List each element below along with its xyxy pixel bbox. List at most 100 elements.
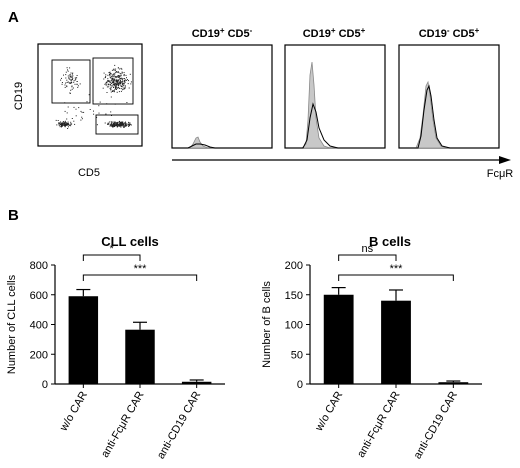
dot-event	[67, 122, 69, 124]
bar-chart-b-cells: B cells Number of B cells 0 50 100 150 200 w/o …	[261, 234, 482, 461]
histogram-2-stain-curve	[285, 102, 385, 149]
dot-event	[71, 86, 73, 88]
significance-bracket	[338, 254, 397, 261]
dot-event	[123, 80, 125, 82]
dot-event	[117, 82, 119, 84]
dot-event	[110, 123, 112, 125]
dot-event	[76, 75, 78, 76]
dot-event	[110, 91, 112, 93]
dot-event	[65, 125, 66, 127]
dot-event	[83, 111, 85, 113]
dot-event	[111, 122, 113, 124]
dot-event	[55, 119, 57, 121]
dot-event	[124, 87, 126, 89]
significance-label: ***	[390, 263, 404, 275]
dot-event	[67, 75, 69, 77]
significance-label: *	[110, 243, 115, 255]
dot-event	[116, 80, 118, 82]
dot-event	[61, 123, 63, 125]
dot-event	[102, 87, 104, 89]
y-tick-label: 200	[30, 349, 48, 361]
dot-event	[71, 85, 73, 87]
dot-event	[59, 122, 61, 124]
dot-event	[105, 113, 107, 115]
dot-event	[71, 88, 73, 90]
dot-event	[61, 124, 63, 126]
dot-event	[64, 126, 66, 128]
dot-event	[109, 76, 111, 78]
dot-event	[104, 122, 106, 124]
dot-event	[121, 78, 123, 80]
dot-event	[70, 82, 72, 84]
dot-event	[129, 123, 131, 125]
dot-event	[117, 124, 119, 126]
dot-event	[81, 116, 83, 118]
y-axis-label: Number of CLL cells	[6, 274, 18, 374]
dot-event	[68, 77, 70, 79]
dot-event	[107, 81, 109, 82]
bar-chart-cll-cells: CLL cells Number of CLL cells 0 200 400 600 80…	[6, 234, 225, 461]
dot-event	[119, 122, 121, 124]
bar	[68, 296, 99, 384]
dot-event	[113, 80, 115, 82]
dot-event	[110, 80, 112, 82]
dot-event	[111, 79, 113, 81]
gate-cd19-pos-cd5-neg	[51, 59, 91, 104]
dot-event	[108, 123, 109, 125]
dot-event	[74, 79, 76, 81]
dot-event	[58, 123, 60, 125]
bar	[323, 294, 354, 384]
dot-event	[67, 124, 69, 126]
dot-event	[67, 126, 69, 128]
dot-event	[129, 122, 131, 124]
dot-event	[77, 85, 79, 87]
x-tick-label: anti-FcμR CAR	[99, 389, 147, 459]
dot-event	[113, 121, 115, 123]
dot-event	[118, 88, 120, 89]
dot-event	[113, 73, 114, 75]
dot-event	[70, 81, 72, 83]
dot-event	[110, 77, 111, 79]
dot-event	[120, 73, 122, 75]
dot-event	[122, 124, 124, 126]
dot-event	[70, 75, 72, 77]
dot-event	[69, 76, 71, 78]
dot-event	[115, 123, 117, 125]
dot-event	[118, 125, 120, 127]
dot-event	[130, 124, 132, 126]
dot-event	[76, 81, 78, 82]
dot-event	[113, 91, 115, 93]
dot-event	[108, 80, 110, 82]
dot-event	[120, 90, 122, 92]
dot-event	[125, 124, 127, 125]
dot-event	[71, 118, 73, 119]
dot-event	[118, 124, 120, 126]
dot-event	[110, 73, 112, 75]
dot-event	[65, 74, 67, 76]
dot-event	[113, 69, 115, 71]
dot-event	[121, 89, 123, 91]
dot-event	[112, 75, 114, 77]
dot-event	[110, 86, 112, 88]
dot-event	[122, 79, 123, 81]
dot-event	[81, 111, 83, 113]
dot-event	[61, 125, 63, 127]
dot-event	[121, 72, 123, 74]
dot-event	[118, 84, 120, 86]
dot-event	[126, 124, 128, 126]
dot-event	[123, 74, 125, 76]
dot-event	[71, 82, 73, 84]
dot-event	[70, 121, 72, 123]
dot-event	[115, 86, 117, 88]
dot-event	[116, 71, 118, 73]
dot-event	[109, 84, 111, 86]
dot-event	[60, 79, 62, 81]
y-tick-label: 100	[285, 320, 303, 332]
dot-event	[116, 84, 118, 86]
dot-event	[127, 83, 129, 85]
dot-event	[123, 72, 125, 74]
dot-event	[110, 125, 112, 127]
dot-event	[119, 121, 121, 123]
dot-event	[126, 77, 127, 79]
dot-event	[122, 82, 124, 84]
